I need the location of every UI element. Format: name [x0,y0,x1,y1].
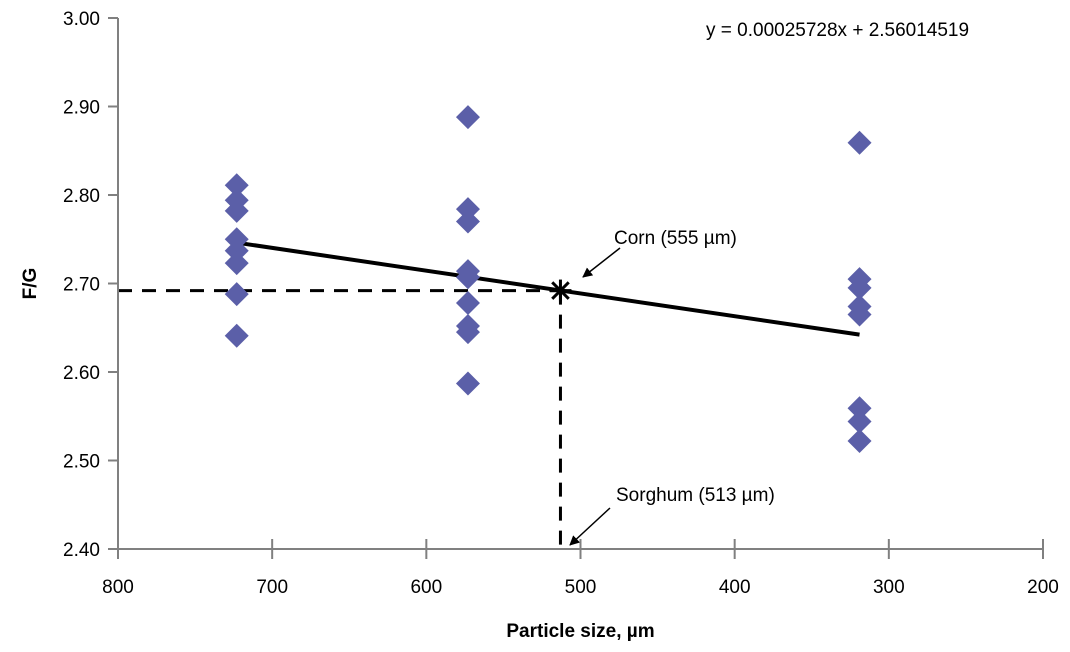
asterisk-stroke [551,281,570,300]
data-point [847,396,872,421]
corn-annotation: Corn (555 µm) [614,228,737,249]
data-point [224,282,249,307]
data-points [224,105,872,454]
y-tick-label: 2.40 [63,540,100,561]
annotations: y = 0.00025728x + 2.56014519 Corn (555 µ… [549,20,969,546]
data-point [455,320,480,345]
data-point [455,197,480,222]
trendline-equation: y = 0.00025728x + 2.56014519 [706,20,969,41]
data-point [455,105,480,130]
axis-titles: Particle size, µm F/G [20,268,655,642]
y-tick-label: 2.90 [63,98,100,119]
data-point [847,275,872,300]
data-point [455,371,480,396]
data-point [224,173,249,198]
data-point [455,290,480,315]
x-tick-label: 600 [410,577,442,598]
y-tick-label: 2.50 [63,452,100,473]
y-tick-label: 2.60 [63,363,100,384]
data-point [847,130,872,155]
x-tick-label: 300 [873,577,905,598]
data-point [847,429,872,454]
y-tick-label: 2.80 [63,186,100,207]
y-tick-label: 2.70 [63,275,100,296]
axes: 2.40 2.50 2.60 2.70 2.80 2.90 3.00 800 700 600 500… [63,9,1059,598]
sorghum-annotation: Sorghum (513 µm) [616,485,775,506]
y-axis-title: F/G [20,268,41,300]
reference-lines [118,289,562,549]
data-point [455,209,480,234]
x-tick-label: 500 [565,577,597,598]
data-point [224,238,249,263]
data-point [455,265,480,290]
data-point [224,198,249,223]
sorghum-arrow [569,507,611,546]
x-tick-label: 200 [1027,577,1059,598]
data-point [847,409,872,434]
x-axis-title: Particle size, µm [506,621,654,642]
x-tick-label: 700 [256,577,288,598]
data-point [847,302,872,327]
data-point [224,251,249,276]
corn-asterisk-marker [549,279,572,302]
x-tick-label: 400 [719,577,751,598]
x-tick-label: 800 [102,577,134,598]
y-tick-label: 3.00 [63,9,100,30]
corn-arrow [582,247,621,278]
data-point [224,323,249,348]
